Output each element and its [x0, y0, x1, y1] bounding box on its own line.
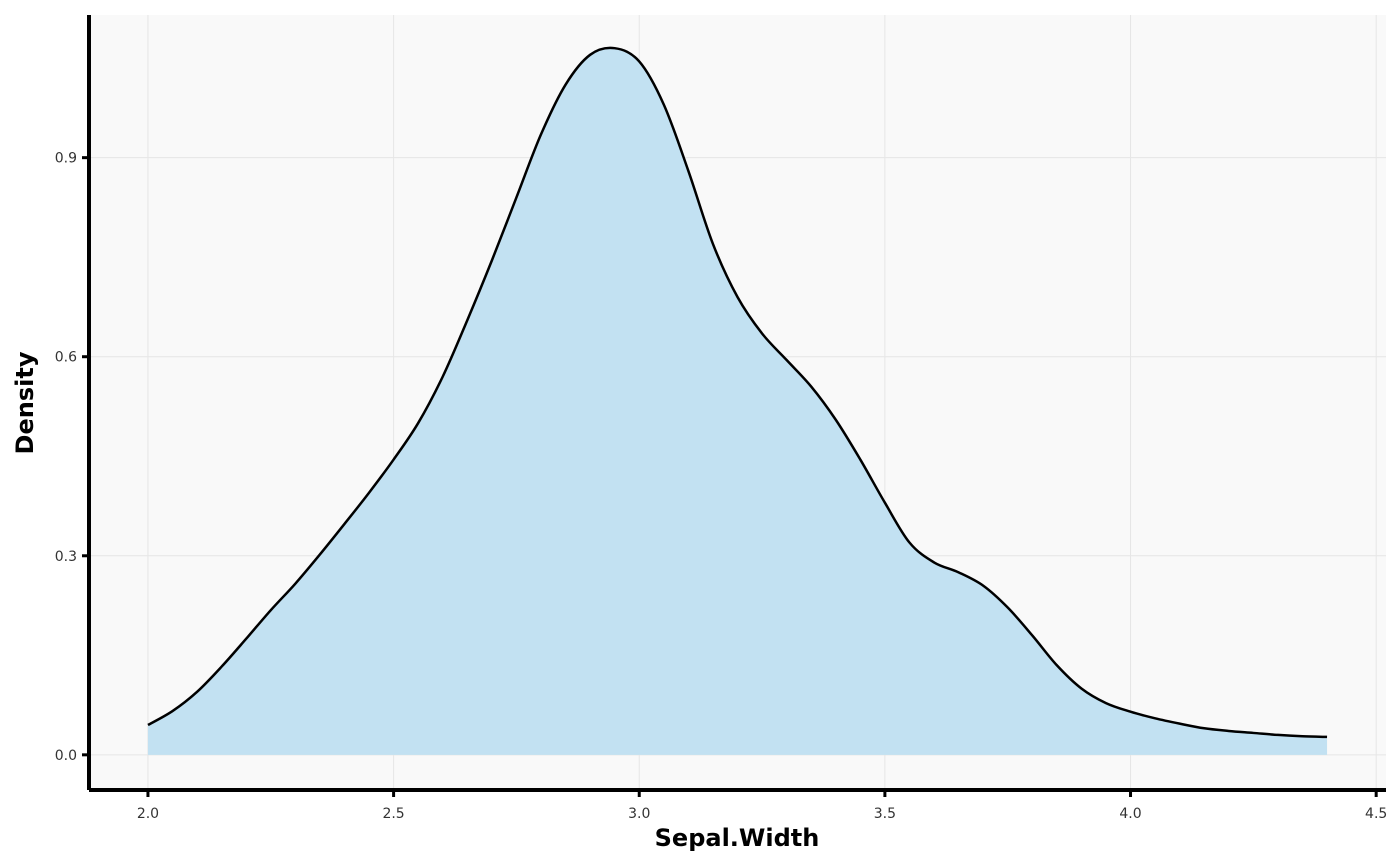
x-tick-label: 3.0 — [628, 806, 650, 822]
x-axis-title: Sepal.Width — [655, 824, 820, 852]
x-tick-label: 3.5 — [874, 806, 896, 822]
y-tick-label: 0.6 — [55, 350, 77, 366]
density-line — [147, 46, 1328, 739]
y-tick-label: 0.3 — [55, 549, 77, 565]
y-tick-label: 0.9 — [55, 151, 77, 167]
x-tick-label: 4.0 — [1119, 806, 1141, 822]
x-tick-label: 4.5 — [1365, 806, 1387, 822]
y-tick-label: 0.0 — [55, 748, 77, 764]
density-area — [147, 47, 1328, 755]
axis-ticks: 2.0 2.5 3.0 3.5 4.0 4.5 0.0 0.3 0.6 0.9 — [55, 151, 1388, 822]
x-tick-label: 2.0 — [137, 806, 159, 822]
x-tick-label: 2.5 — [382, 806, 404, 822]
y-axis-title: Density — [11, 351, 39, 454]
